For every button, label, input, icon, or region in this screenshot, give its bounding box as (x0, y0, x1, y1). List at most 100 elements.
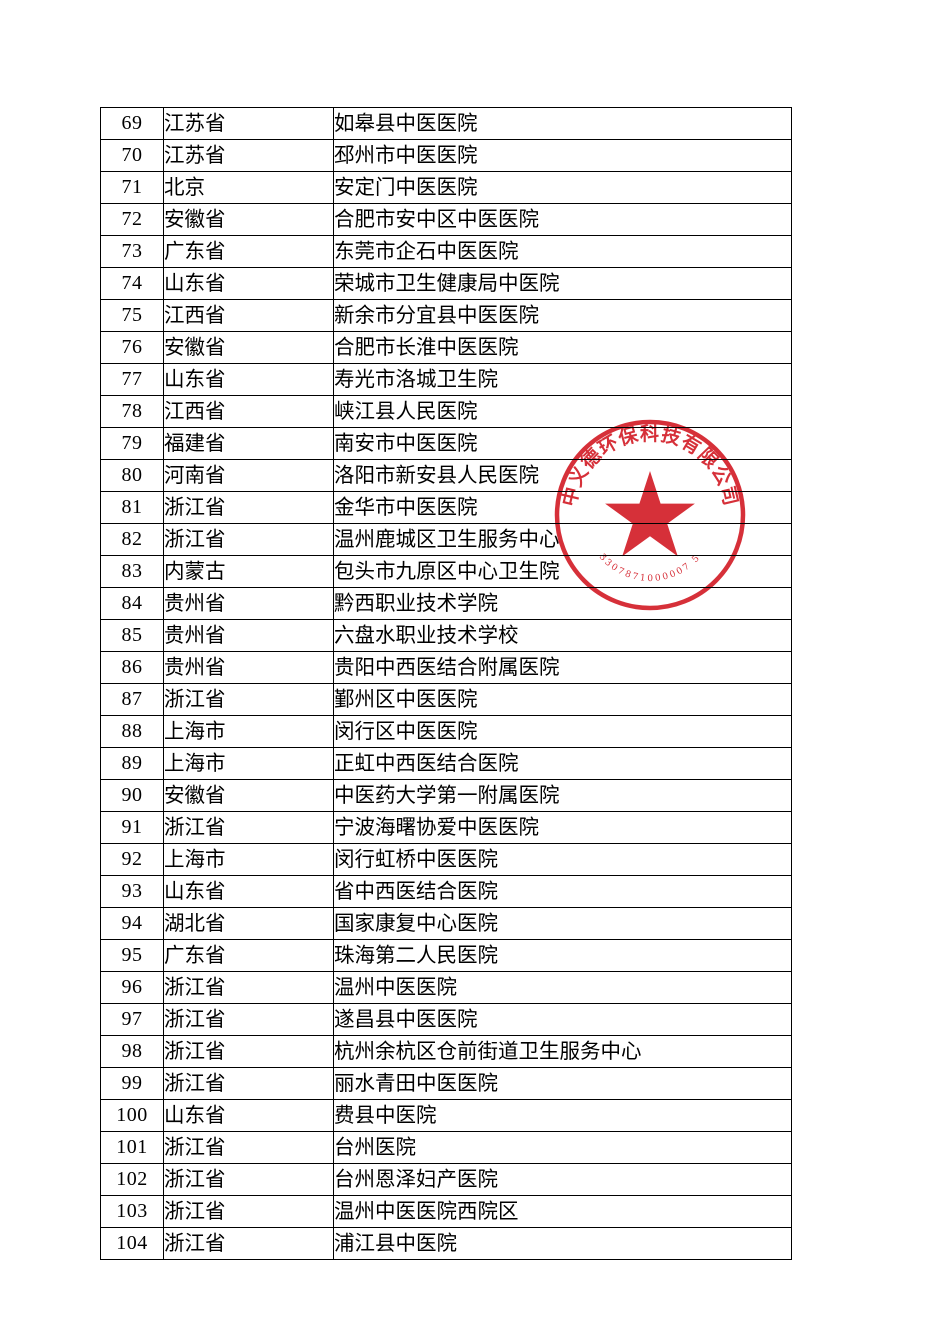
cell-index: 101 (100, 1131, 164, 1164)
cell-index: 91 (100, 811, 164, 844)
table-row: 90 安徽省 中医药大学第一附属医院 (100, 779, 792, 812)
cell-index: 84 (100, 587, 164, 620)
table-row: 92 上海市 闵行虹桥中医医院 (100, 843, 792, 876)
cell-province: 江苏省 (163, 107, 334, 140)
cell-institution-name: 遂昌县中医医院 (333, 1003, 792, 1036)
cell-index: 85 (100, 619, 164, 652)
cell-province: 浙江省 (163, 1131, 334, 1164)
table-row: 76 安徽省 合肥市长淮中医医院 (100, 331, 792, 364)
cell-index: 71 (100, 171, 164, 204)
cell-province: 内蒙古 (163, 555, 334, 588)
cell-institution-name: 南安市中医医院 (333, 427, 792, 460)
cell-province: 浙江省 (163, 683, 334, 716)
cell-institution-name: 新余市分宜县中医医院 (333, 299, 792, 332)
table-row: 74 山东省 荣城市卫生健康局中医院 (100, 267, 792, 300)
cell-index: 96 (100, 971, 164, 1004)
cell-index: 70 (100, 139, 164, 172)
cell-index: 76 (100, 331, 164, 364)
cell-province: 浙江省 (163, 1163, 334, 1196)
table-row: 87 浙江省 鄞州区中医医院 (100, 683, 792, 716)
table-row: 91 浙江省 宁波海曙协爱中医医院 (100, 811, 792, 844)
cell-province: 河南省 (163, 459, 334, 492)
cell-province: 江西省 (163, 395, 334, 428)
cell-institution-name: 六盘水职业技术学校 (333, 619, 792, 652)
cell-province: 浙江省 (163, 1195, 334, 1228)
cell-institution-name: 珠海第二人民医院 (333, 939, 792, 972)
cell-institution-name: 合肥市安中区中医医院 (333, 203, 792, 236)
cell-province: 上海市 (163, 747, 334, 780)
cell-institution-name: 安定门中医医院 (333, 171, 792, 204)
cell-province: 安徽省 (163, 779, 334, 812)
cell-index: 102 (100, 1163, 164, 1196)
cell-province: 浙江省 (163, 1227, 334, 1260)
table-row: 104 浙江省 浦江县中医院 (100, 1227, 792, 1260)
table-row: 101 浙江省 台州医院 (100, 1131, 792, 1164)
cell-institution-name: 温州中医医院西院区 (333, 1195, 792, 1228)
cell-index: 86 (100, 651, 164, 684)
table-row: 70 江苏省 邳州市中医医院 (100, 139, 792, 172)
table-row: 84 贵州省 黔西职业技术学院 (100, 587, 792, 620)
table-row: 83 内蒙古 包头市九原区中心卫生院 (100, 555, 792, 588)
table-row: 95 广东省 珠海第二人民医院 (100, 939, 792, 972)
cell-province: 浙江省 (163, 491, 334, 524)
cell-index: 100 (100, 1099, 164, 1132)
cell-province: 贵州省 (163, 651, 334, 684)
cell-index: 89 (100, 747, 164, 780)
cell-index: 99 (100, 1067, 164, 1100)
cell-province: 湖北省 (163, 907, 334, 940)
cell-index: 94 (100, 907, 164, 940)
cell-institution-name: 金华市中医医院 (333, 491, 792, 524)
cell-institution-name: 东莞市企石中医医院 (333, 235, 792, 268)
cell-province: 北京 (163, 171, 334, 204)
table-row: 98 浙江省 杭州余杭区仓前街道卫生服务中心 (100, 1035, 792, 1068)
cell-institution-name: 洛阳市新安县人民医院 (333, 459, 792, 492)
table-row: 85 贵州省 六盘水职业技术学校 (100, 619, 792, 652)
cell-institution-name: 鄞州区中医医院 (333, 683, 792, 716)
cell-index: 72 (100, 203, 164, 236)
institution-list-table: 69 江苏省 如皋县中医医院 70 江苏省 邳州市中医医院 71 北京 安定门中医医院 72 安徽省… (100, 107, 792, 1260)
table-row: 89 上海市 正虹中西医结合医院 (100, 747, 792, 780)
cell-institution-name: 如皋县中医医院 (333, 107, 792, 140)
cell-index: 92 (100, 843, 164, 876)
table-row: 88 上海市 闵行区中医医院 (100, 715, 792, 748)
cell-institution-name: 省中西医结合医院 (333, 875, 792, 908)
cell-institution-name: 台州恩泽妇产医院 (333, 1163, 792, 1196)
cell-institution-name: 浦江县中医院 (333, 1227, 792, 1260)
cell-province: 浙江省 (163, 1003, 334, 1036)
table-row: 78 江西省 峡江县人民医院 (100, 395, 792, 428)
table-row: 79 福建省 南安市中医医院 (100, 427, 792, 460)
cell-index: 75 (100, 299, 164, 332)
cell-institution-name: 温州鹿城区卫生服务中心 (333, 523, 792, 556)
cell-index: 103 (100, 1195, 164, 1228)
cell-index: 93 (100, 875, 164, 908)
cell-index: 82 (100, 523, 164, 556)
table-row: 69 江苏省 如皋县中医医院 (100, 107, 792, 140)
cell-institution-name: 邳州市中医医院 (333, 139, 792, 172)
institution-table-container: 69 江苏省 如皋县中医医院 70 江苏省 邳州市中医医院 71 北京 安定门中医医院 72 安徽省… (100, 107, 792, 1260)
table-row: 94 湖北省 国家康复中心医院 (100, 907, 792, 940)
table-row: 102 浙江省 台州恩泽妇产医院 (100, 1163, 792, 1196)
cell-institution-name: 正虹中西医结合医院 (333, 747, 792, 780)
table-row: 103 浙江省 温州中医医院西院区 (100, 1195, 792, 1228)
cell-institution-name: 台州医院 (333, 1131, 792, 1164)
cell-index: 78 (100, 395, 164, 428)
cell-province: 广东省 (163, 235, 334, 268)
cell-institution-name: 杭州余杭区仓前街道卫生服务中心 (333, 1035, 792, 1068)
cell-province: 山东省 (163, 363, 334, 396)
table-row: 82 浙江省 温州鹿城区卫生服务中心 (100, 523, 792, 556)
cell-institution-name: 宁波海曙协爱中医医院 (333, 811, 792, 844)
cell-institution-name: 贵阳中西医结合附属医院 (333, 651, 792, 684)
cell-province: 贵州省 (163, 587, 334, 620)
cell-index: 90 (100, 779, 164, 812)
cell-province: 浙江省 (163, 811, 334, 844)
cell-province: 浙江省 (163, 971, 334, 1004)
table-row: 80 河南省 洛阳市新安县人民医院 (100, 459, 792, 492)
cell-province: 江西省 (163, 299, 334, 332)
cell-province: 上海市 (163, 715, 334, 748)
table-row: 75 江西省 新余市分宜县中医医院 (100, 299, 792, 332)
cell-province: 福建省 (163, 427, 334, 460)
cell-institution-name: 闵行虹桥中医医院 (333, 843, 792, 876)
cell-province: 安徽省 (163, 203, 334, 236)
cell-index: 83 (100, 555, 164, 588)
table-row: 71 北京 安定门中医医院 (100, 171, 792, 204)
